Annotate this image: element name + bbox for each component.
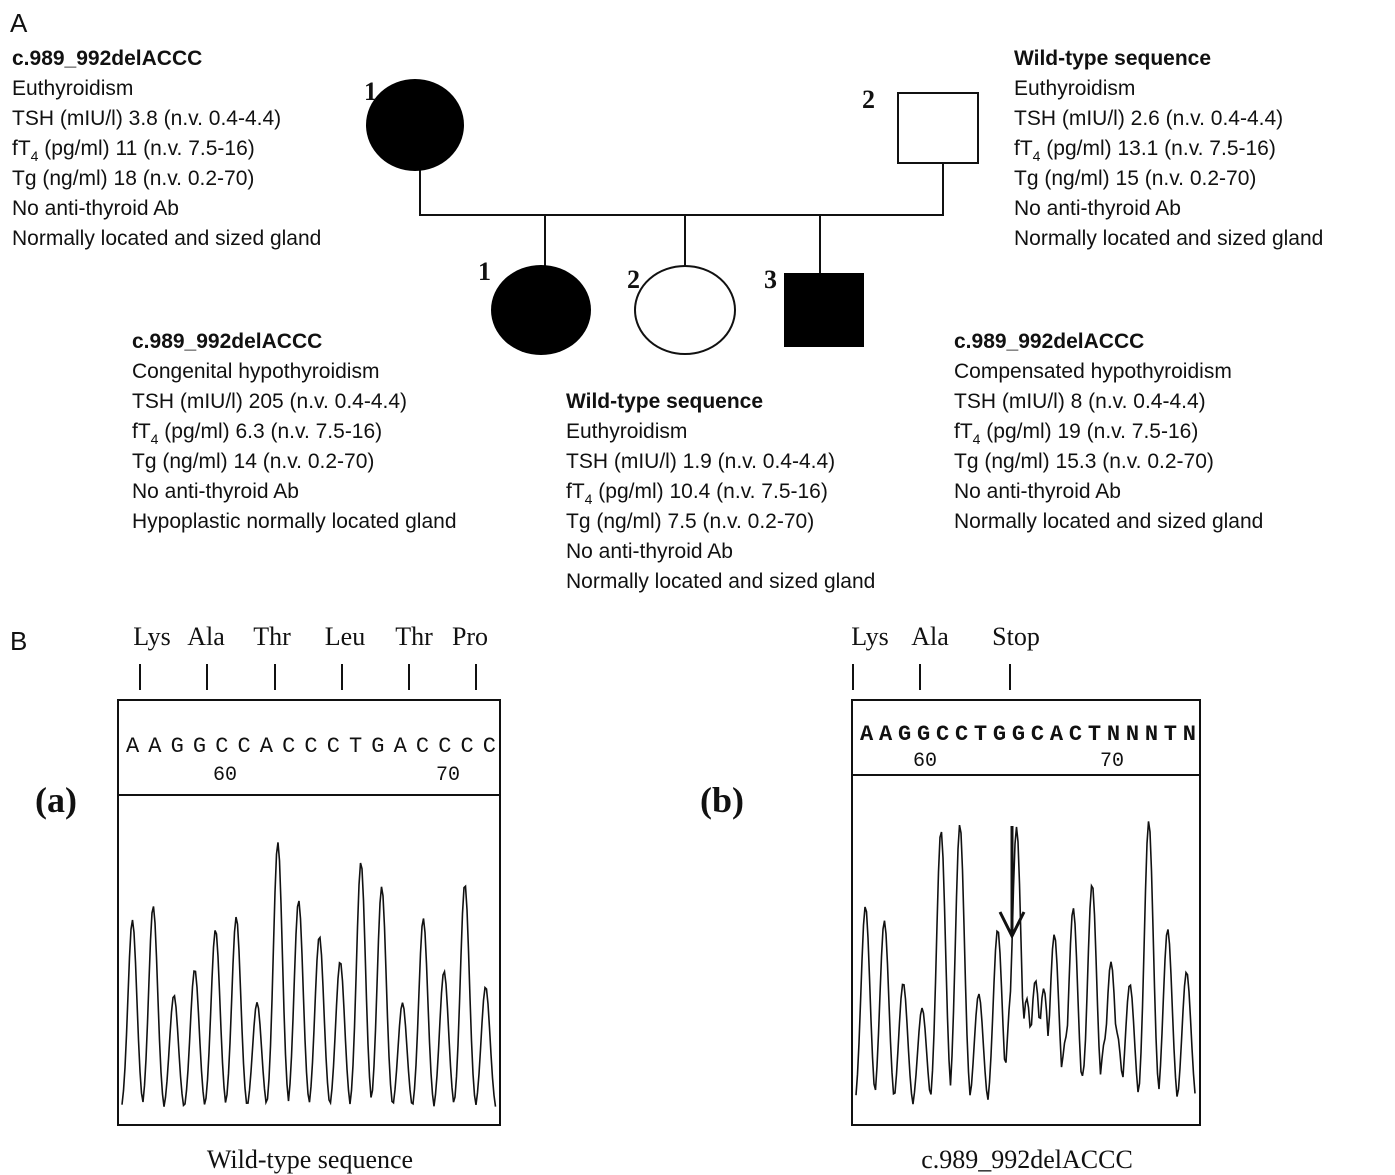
unaffected-female <box>635 266 735 354</box>
genotype: c.989_992delACCC <box>954 330 1144 353</box>
trace-tag: (b) <box>700 780 744 820</box>
amino-acid: Lys <box>851 622 889 651</box>
amino-acid: Thr <box>253 622 291 651</box>
pedigree-lines <box>420 163 943 273</box>
figure: A B 1 c.989_992delACCC Euthyroidism TSH (mI… <box>0 0 1395 1175</box>
text-part: (pg/ml) 11 (n.v. 7.5-16) <box>38 137 254 160</box>
info-line: fT4 (pg/ml) 11 (n.v. 7.5-16) <box>12 137 255 164</box>
amino-acid: Stop <box>992 622 1040 651</box>
individual-number: 2 <box>862 85 875 114</box>
caption: c.989_992delACCC <box>921 1145 1133 1174</box>
base-sequence: AAGGCCACCCTGACCCC <box>126 734 496 759</box>
info-line: fT4 (pg/ml) 6.3 (n.v. 7.5-16) <box>132 420 382 447</box>
info-line: Normally located and sized gland <box>12 227 321 250</box>
caption: Wild-type sequence <box>207 1145 413 1174</box>
genotype: Wild-type sequence <box>1014 47 1211 70</box>
page: A B 1 c.989_992delACCC Euthyroidism TSH (mI… <box>0 0 1395 1175</box>
info-line: Tg (ng/ml) 7.5 (n.v. 0.2-70) <box>566 510 814 533</box>
panel-label: B <box>10 626 27 656</box>
subscript: 4 <box>1033 148 1041 164</box>
base-position: 70 <box>1100 750 1124 773</box>
affected-female <box>491 265 591 355</box>
info-line: No anti-thyroid Ab <box>132 480 299 503</box>
amino-acid: Lys <box>133 622 171 651</box>
info-line: fT4 (pg/ml) 13.1 (n.v. 7.5-16) <box>1014 137 1276 164</box>
amino-acid: Ala <box>187 622 225 651</box>
info-line: Normally located and sized gland <box>566 570 875 593</box>
base-position: 70 <box>436 764 460 787</box>
amino-acid: Thr <box>395 622 433 651</box>
info-line: No anti-thyroid Ab <box>566 540 733 563</box>
info-line: Tg (ng/ml) 15.3 (n.v. 0.2-70) <box>954 450 1214 473</box>
info-line: TSH (mIU/l) 205 (n.v. 0.4-4.4) <box>132 390 407 413</box>
info-line: fT4 (pg/ml) 10.4 (n.v. 7.5-16) <box>566 480 828 507</box>
info-line: Tg (ng/ml) 18 (n.v. 0.2-70) <box>12 167 254 190</box>
affected-male <box>784 273 864 347</box>
base-position: 60 <box>913 750 937 773</box>
genotype: Wild-type sequence <box>566 390 763 413</box>
info-line: Euthyroidism <box>566 420 687 443</box>
amino-acid: Leu <box>325 622 365 651</box>
amino-acid: Pro <box>452 622 488 651</box>
trace-tag: (a) <box>35 780 77 820</box>
info-line: Congenital hypothyroidism <box>132 360 379 383</box>
subscript: 4 <box>973 431 981 447</box>
unaffected-male <box>898 93 978 163</box>
text-part: fT <box>954 420 973 443</box>
info-line: Tg (ng/ml) 15 (n.v. 0.2-70) <box>1014 167 1256 190</box>
subscript: 4 <box>31 148 39 164</box>
info-line: Hypoplastic normally located gland <box>132 510 457 533</box>
info-line: fT4 (pg/ml) 19 (n.v. 7.5-16) <box>954 420 1198 447</box>
individual-number: 3 <box>764 265 777 294</box>
info-line: Euthyroidism <box>1014 77 1135 100</box>
info-line: Normally located and sized gland <box>954 510 1263 533</box>
info-line: Euthyroidism <box>12 77 133 100</box>
subscript: 4 <box>151 431 159 447</box>
genotype: c.989_992delACCC <box>132 330 322 353</box>
info-line: Tg (ng/ml) 14 (n.v. 0.2-70) <box>132 450 374 473</box>
individual-number: 2 <box>627 265 640 294</box>
info-line: Compensated hypothyroidism <box>954 360 1232 383</box>
subscript: 4 <box>585 491 593 507</box>
individual-number: 1 <box>478 257 491 286</box>
info-line: No anti-thyroid Ab <box>12 197 179 220</box>
text-part: (pg/ml) 19 (n.v. 7.5-16) <box>980 420 1198 443</box>
text-part: (pg/ml) 13.1 (n.v. 7.5-16) <box>1040 137 1275 160</box>
text-part: (pg/ml) 6.3 (n.v. 7.5-16) <box>158 420 382 443</box>
info-line: TSH (mIU/l) 2.6 (n.v. 0.4-4.4) <box>1014 107 1283 130</box>
text-part: fT <box>132 420 151 443</box>
amino-acid: Ala <box>911 622 949 651</box>
text-part: fT <box>566 480 585 503</box>
text-part: (pg/ml) 10.4 (n.v. 7.5-16) <box>592 480 827 503</box>
trace-box <box>852 700 1200 1125</box>
panel-label: A <box>10 8 28 38</box>
genotype: c.989_992delACCC <box>12 47 202 70</box>
text-part: fT <box>12 137 31 160</box>
chromatogram-trace <box>122 842 496 1106</box>
affected-female <box>366 79 464 171</box>
chromatogram-trace <box>856 821 1195 1104</box>
base-position: 60 <box>213 764 237 787</box>
info-line: Normally located and sized gland <box>1014 227 1323 250</box>
text-part: fT <box>1014 137 1033 160</box>
info-line: No anti-thyroid Ab <box>954 480 1121 503</box>
info-line: TSH (mIU/l) 1.9 (n.v. 0.4-4.4) <box>566 450 835 473</box>
individual-number: 1 <box>364 77 377 106</box>
info-line: No anti-thyroid Ab <box>1014 197 1181 220</box>
base-sequence: AAGGCCTGGCACTNNNTN <box>860 722 1196 747</box>
info-line: TSH (mIU/l) 8 (n.v. 0.4-4.4) <box>954 390 1206 413</box>
info-line: TSH (mIU/l) 3.8 (n.v. 0.4-4.4) <box>12 107 281 130</box>
